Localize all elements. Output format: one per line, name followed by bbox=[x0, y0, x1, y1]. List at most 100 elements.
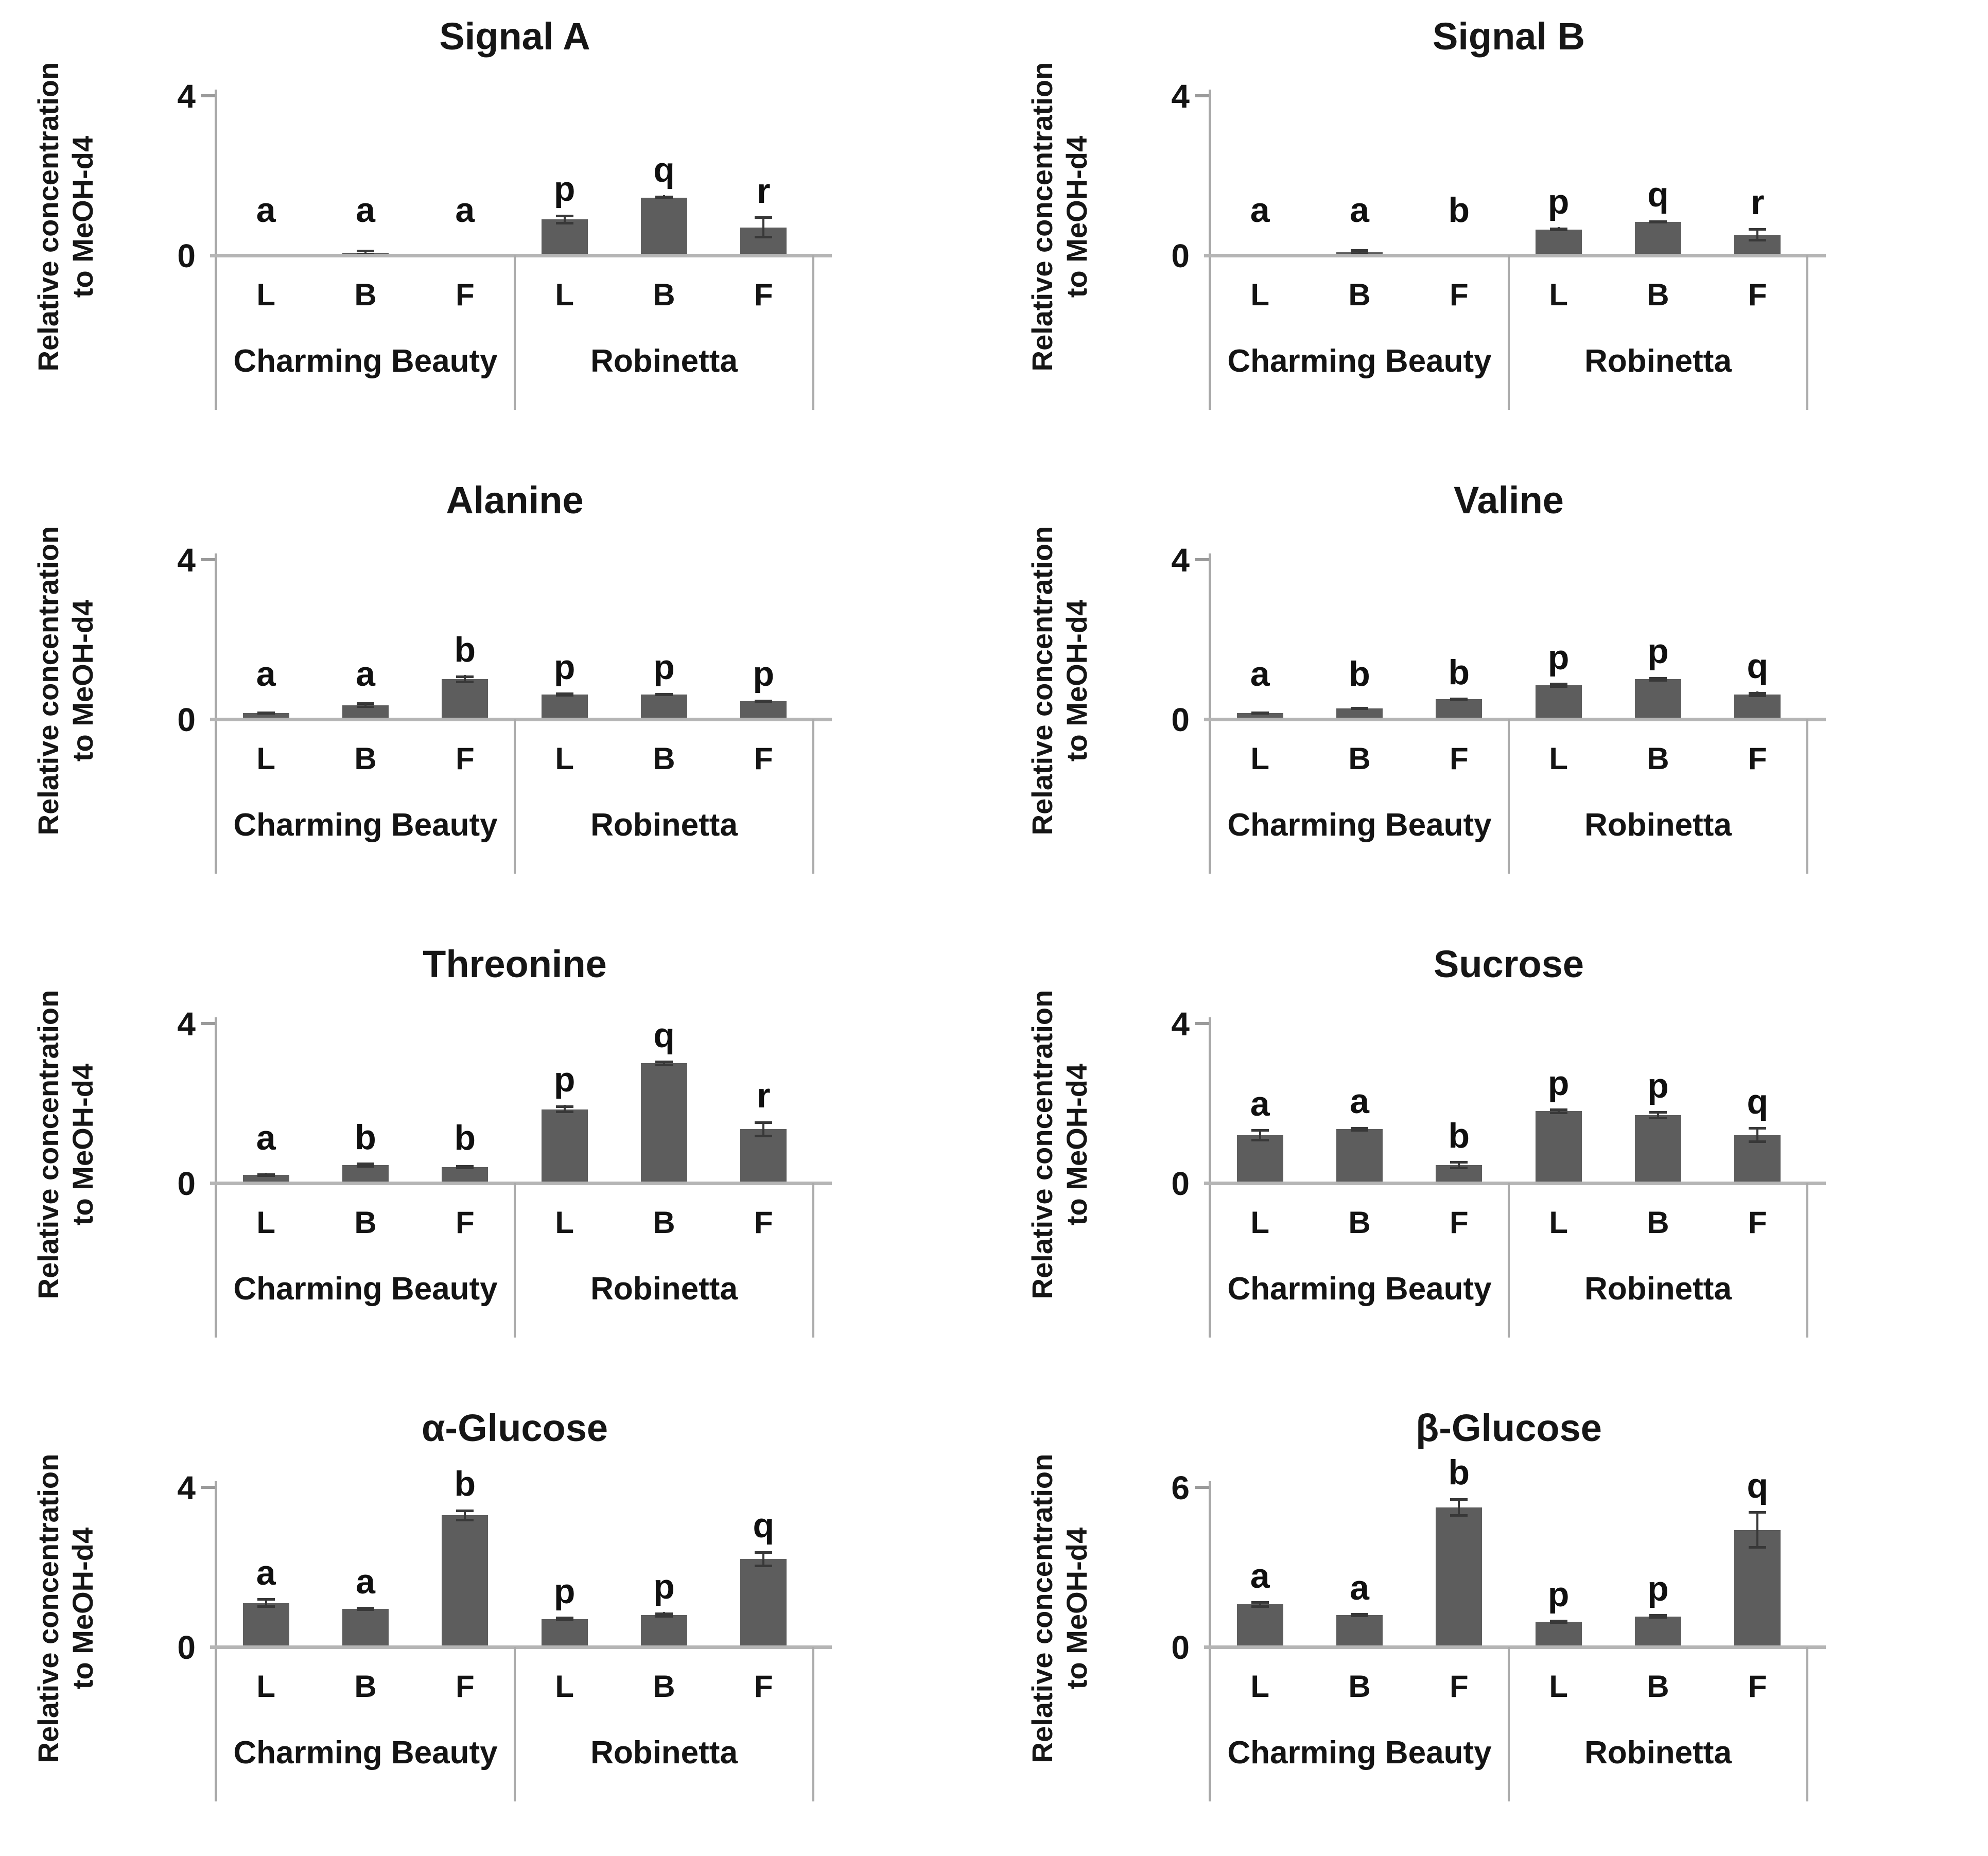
group-labels: Charming Beauty Robinetta bbox=[216, 807, 813, 843]
error-bar-cap-top bbox=[655, 1612, 673, 1615]
error-bar-cap-bottom bbox=[1549, 1621, 1567, 1624]
bar bbox=[342, 1609, 389, 1647]
y-axis-label: Relative concentration to MeOH-d4 bbox=[31, 1390, 103, 1827]
chart-title: Sucrose bbox=[1433, 943, 1584, 985]
category-label: L bbox=[555, 741, 574, 776]
error-bar-cap-bottom bbox=[1549, 1112, 1567, 1114]
category-label: B bbox=[354, 1205, 377, 1240]
error-bar-cap-bottom bbox=[1749, 695, 1767, 697]
plot-area: a a a p q r bbox=[216, 96, 813, 255]
group-label: Robinetta bbox=[590, 807, 738, 843]
error-bar-cap-bottom bbox=[456, 1519, 474, 1521]
x-baseline bbox=[1204, 718, 1826, 721]
bar bbox=[641, 1615, 687, 1647]
significance-letter: a bbox=[455, 190, 475, 230]
bar bbox=[1734, 695, 1781, 719]
y-axis-line bbox=[1209, 553, 1211, 874]
significance-letter: b bbox=[454, 1464, 476, 1503]
significance-letter: b bbox=[454, 1118, 476, 1157]
y-axis-label-line2: to MeOH-d4 bbox=[66, 599, 99, 762]
category-label: F bbox=[754, 741, 773, 776]
x-baseline bbox=[1204, 1182, 1826, 1185]
category-label: F bbox=[1449, 741, 1469, 776]
category-label: B bbox=[1348, 1669, 1371, 1704]
error-bar-cap-top bbox=[1450, 1161, 1468, 1164]
error-bar-cap-bottom bbox=[1649, 679, 1667, 682]
y-max-tick bbox=[1195, 1486, 1209, 1489]
chart-threonine: Threonine Relative concentration to MeOH… bbox=[21, 936, 973, 1383]
error-bar-cap-top bbox=[1351, 249, 1368, 252]
group-label: Charming Beauty bbox=[233, 1735, 498, 1771]
significance-letter: q bbox=[1747, 647, 1769, 686]
y-zero-tick-label: 0 bbox=[177, 701, 196, 738]
category-label: L bbox=[555, 1205, 574, 1240]
category-label: F bbox=[1748, 1205, 1767, 1240]
error-bar-cap-bottom bbox=[555, 1111, 573, 1113]
chart-alpha-glucose: α-Glucose Relative concentration to MeOH… bbox=[21, 1400, 973, 1847]
group-separator bbox=[1508, 255, 1510, 410]
y-axis-label-line2: to MeOH-d4 bbox=[1060, 1063, 1093, 1226]
error-bar-cap-top bbox=[1749, 692, 1767, 695]
error-bar-cap-bottom bbox=[257, 1174, 275, 1177]
group-label: Charming Beauty bbox=[1227, 1271, 1492, 1307]
y-max-tick-label: 4 bbox=[177, 78, 196, 115]
plot-right-border bbox=[812, 1647, 814, 1801]
error-bar-cap-bottom bbox=[755, 236, 773, 238]
y-zero-tick-label: 0 bbox=[1171, 1165, 1190, 1202]
plot-right-border bbox=[1806, 1647, 1808, 1801]
group-labels: Charming Beauty Robinetta bbox=[1210, 1734, 1807, 1771]
chart-alanine: Alanine Relative concentration to MeOH-d… bbox=[21, 472, 973, 920]
category-label: B bbox=[354, 741, 377, 776]
category-label: B bbox=[1348, 741, 1371, 776]
bar bbox=[242, 1603, 289, 1647]
significance-letter: q bbox=[1647, 175, 1669, 214]
error-bar bbox=[1259, 1130, 1261, 1141]
chart-title: Valine bbox=[1454, 479, 1564, 522]
plot-area: a b b p q r bbox=[216, 1018, 813, 1183]
y-zero-tick-label: 0 bbox=[1171, 701, 1190, 738]
chart-title: Alanine bbox=[446, 479, 584, 522]
error-bar-cap-top bbox=[1351, 1613, 1368, 1616]
error-bar bbox=[464, 1510, 466, 1521]
y-axis-label: Relative concentration to MeOH-d4 bbox=[1025, 926, 1097, 1363]
category-label: F bbox=[455, 277, 475, 312]
significance-letter: a bbox=[1350, 1082, 1369, 1121]
error-bar-cap-bottom bbox=[1351, 707, 1368, 710]
error-bar-cap-top bbox=[1649, 677, 1667, 680]
y-max-tick-label: 4 bbox=[177, 542, 196, 579]
error-bar-cap-top bbox=[456, 1165, 474, 1168]
significance-letter: p bbox=[1647, 1066, 1669, 1105]
error-bar bbox=[1756, 228, 1759, 241]
group-separator bbox=[514, 255, 516, 410]
error-bar-cap-bottom bbox=[257, 712, 275, 715]
chart-signal-a: Signal A Relative concentration to MeOH-… bbox=[21, 8, 973, 456]
bar bbox=[641, 695, 687, 719]
category-label: B bbox=[354, 1669, 377, 1704]
category-label: L bbox=[256, 1205, 275, 1240]
error-bar-cap-bottom bbox=[1649, 1117, 1667, 1119]
y-axis-label: Relative concentration to MeOH-d4 bbox=[1025, 462, 1097, 899]
error-bar bbox=[1458, 1161, 1460, 1169]
significance-letter: p bbox=[553, 169, 576, 209]
error-bar bbox=[364, 250, 367, 255]
category-label: L bbox=[256, 741, 275, 776]
plot-area: a a b p p q bbox=[216, 1466, 813, 1647]
error-bar-cap-bottom bbox=[1251, 712, 1269, 715]
category-label: B bbox=[653, 277, 675, 312]
significance-letter: p bbox=[653, 1567, 675, 1606]
plot-right-border bbox=[812, 1183, 814, 1338]
error-bar-cap-bottom bbox=[555, 1619, 573, 1621]
bar bbox=[740, 1559, 787, 1647]
category-label: B bbox=[1647, 741, 1669, 776]
category-label: B bbox=[653, 1669, 675, 1704]
significance-letter: r bbox=[757, 171, 771, 211]
y-axis-label-line2: to MeOH-d4 bbox=[1060, 1527, 1093, 1690]
significance-letter: a bbox=[356, 654, 375, 693]
error-bar-cap-top bbox=[357, 250, 374, 252]
